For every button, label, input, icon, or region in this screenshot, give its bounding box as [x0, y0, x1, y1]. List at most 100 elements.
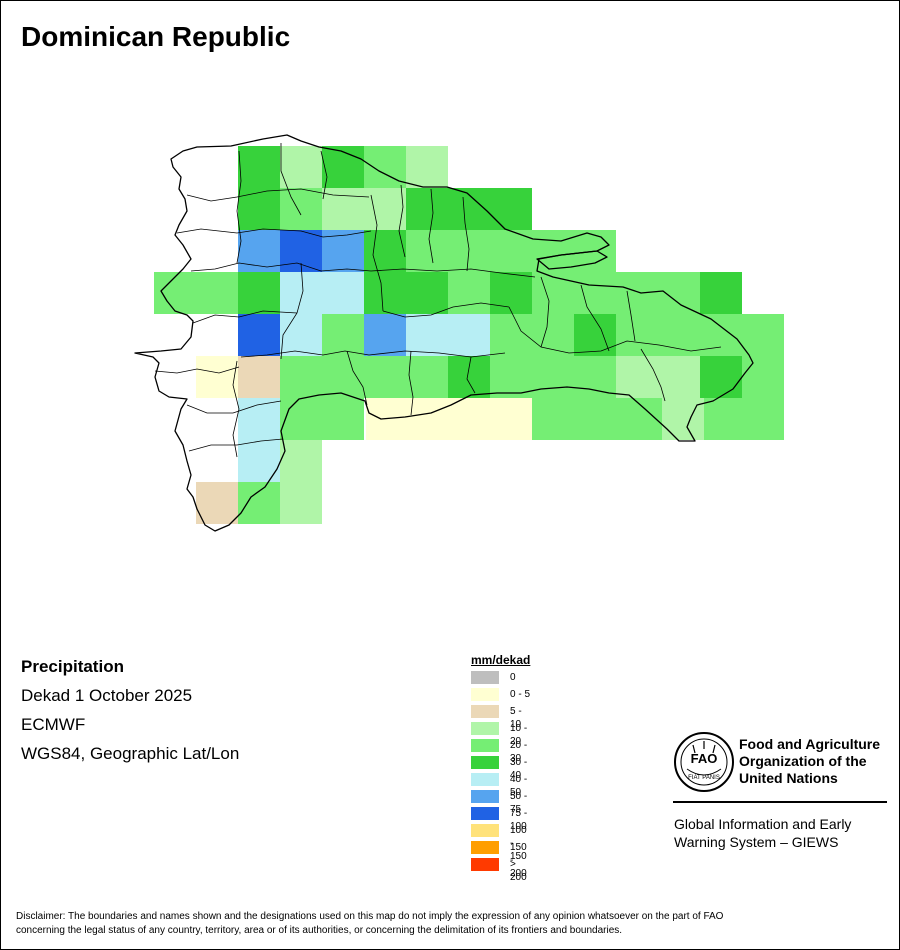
- precip-cell: [322, 314, 364, 356]
- precip-cell: [406, 188, 448, 230]
- legend-label: 75 - 100: [510, 808, 528, 832]
- precip-cell: [154, 272, 196, 314]
- legend-label: 0: [510, 672, 516, 683]
- fao-motto-text: FIAT PANIS: [688, 775, 720, 781]
- province-line: [186, 188, 370, 202]
- legend-label: 150 - 200: [510, 842, 527, 879]
- province-line: [408, 350, 414, 416]
- precip-cell: [490, 188, 532, 230]
- precip-cell: [616, 356, 658, 398]
- precip-cell: [700, 272, 742, 314]
- precip-cell: [238, 146, 280, 188]
- projection-label: WGS84, Geographic Lat/Lon: [21, 744, 240, 763]
- precip-cell: [322, 230, 364, 272]
- precip-cell: [490, 230, 532, 272]
- org-name-line-1: Food and Agriculture: [739, 736, 881, 752]
- precip-cell: [280, 314, 322, 356]
- province-line: [232, 360, 240, 458]
- org-name-line-3: United Nations: [739, 770, 838, 786]
- precip-cell: [322, 272, 364, 314]
- province-line: [370, 194, 384, 312]
- province-line: [240, 350, 506, 358]
- precip-cell: [406, 272, 448, 314]
- precip-cell: [616, 272, 658, 314]
- disclaimer-line-1: Disclaimer: The boundaries and names sho…: [16, 911, 724, 922]
- precip-cell: [280, 398, 322, 440]
- precip-cell: [364, 314, 406, 356]
- province-line: [462, 196, 470, 272]
- legend-item: > 200: [471, 856, 530, 883]
- province-line: [466, 356, 476, 394]
- legend-label: 20 - 30: [510, 740, 528, 764]
- precip-cell: [490, 398, 532, 440]
- precip-cell: [364, 356, 406, 398]
- precip-cell: [616, 398, 658, 440]
- precip-cell: [406, 146, 448, 188]
- legend-item: 150 - 200: [471, 839, 530, 879]
- precipitation-map: [134, 134, 784, 532]
- legend-item: 10 - 20: [471, 720, 530, 747]
- precip-cell: [532, 272, 574, 314]
- legend-label: 50 - 75: [510, 791, 528, 815]
- period-label: Dekad 1 October 2025: [21, 686, 193, 705]
- precip-cell: [364, 230, 406, 272]
- precip-cell: [406, 314, 448, 356]
- legend: mm/dekad 0 0 - 5 5 - 10 10 - 20 20 - 30 30 - …: [471, 653, 531, 883]
- precip-cell: [280, 440, 322, 482]
- precip-cell: [238, 356, 280, 398]
- variable-label: Precipitation: [21, 657, 124, 676]
- source-label: ECMWF: [21, 715, 86, 734]
- precip-cell: [490, 314, 532, 356]
- province-line: [236, 150, 242, 264]
- precip-cell: [700, 398, 742, 440]
- province-line: [192, 310, 298, 324]
- precip-cell: [448, 398, 490, 440]
- giews-line-2: Warning System – GIEWS: [674, 834, 839, 850]
- precip-cell: [322, 188, 364, 230]
- precip-cell: [238, 482, 280, 524]
- legend-items: 0 0 - 5 5 - 10 10 - 20 20 - 30 30 - 40 40 - 50…: [471, 669, 530, 883]
- province-line: [346, 350, 368, 406]
- samana-bay-outline: [536, 250, 608, 270]
- precip-cell: [322, 146, 364, 188]
- legend-item: 5 - 10: [471, 703, 530, 730]
- precip-cell: [364, 188, 406, 230]
- disclaimer-line-2: concerning the legal status of any count…: [16, 925, 623, 936]
- legend-item: 50 - 75: [471, 788, 530, 815]
- precip-cell: [238, 230, 280, 272]
- precip-cell: [490, 356, 532, 398]
- legend-item: 75 - 100: [471, 805, 530, 832]
- precip-cell: [742, 398, 784, 440]
- map-info: Precipitation Dekad 1 October 2025 ECMWF…: [21, 657, 239, 773]
- province-boundaries: [154, 143, 722, 458]
- organization-divider: [673, 801, 887, 803]
- precip-cell: [742, 314, 784, 356]
- province-line: [188, 438, 284, 452]
- province-line: [382, 302, 510, 318]
- precip-cell: [238, 440, 280, 482]
- legend-swatch: [471, 773, 499, 786]
- precip-cell: [532, 356, 574, 398]
- legend-label: 100 - 150: [510, 825, 527, 862]
- precip-cell: [280, 146, 322, 188]
- precip-cell: [658, 314, 700, 356]
- legend-swatch: [471, 807, 499, 820]
- legend-swatch: [471, 841, 499, 854]
- precip-cell: [406, 230, 448, 272]
- precip-cell: [658, 272, 700, 314]
- legend-item: 100 - 150: [471, 822, 530, 862]
- precip-cell: [700, 356, 742, 398]
- map-title: Dominican Republic: [21, 21, 291, 52]
- legend-title: mm/dekad: [471, 653, 531, 667]
- legend-item: 20 - 30: [471, 737, 530, 764]
- precip-cell: [532, 398, 574, 440]
- province-line: [154, 366, 240, 374]
- province-line: [398, 184, 406, 258]
- province-line: [508, 306, 722, 354]
- legend-item: 30 - 40: [471, 754, 530, 781]
- legend-swatch: [471, 790, 499, 803]
- legend-swatch: [471, 756, 499, 769]
- precip-cell: [196, 272, 238, 314]
- precip-cell: [364, 272, 406, 314]
